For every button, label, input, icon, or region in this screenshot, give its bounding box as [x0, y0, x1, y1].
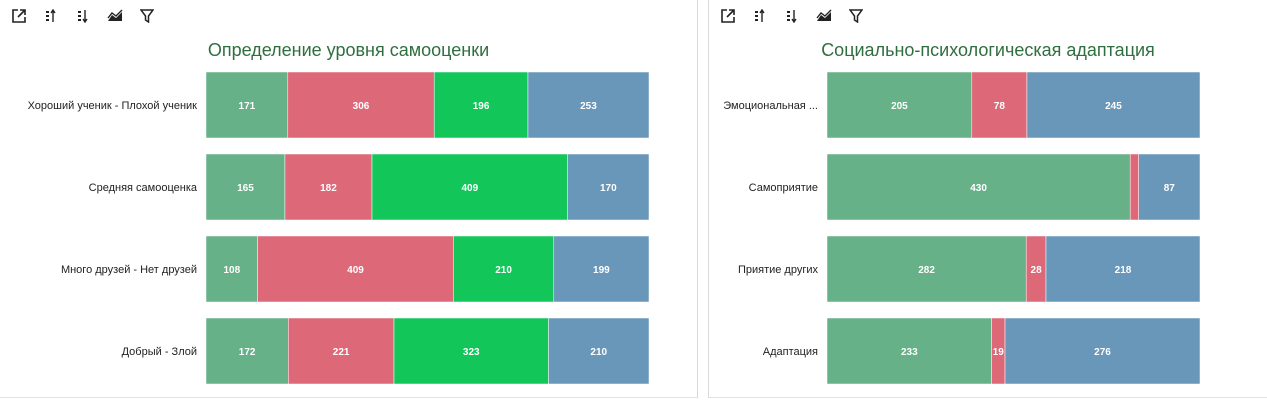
data-label: 218 — [1115, 265, 1132, 276]
bar-segment[interactable] — [826, 71, 973, 139]
data-label: 323 — [463, 347, 480, 358]
data-label: 87 — [1164, 183, 1176, 194]
sort-desc-icon[interactable] — [783, 7, 801, 25]
data-label: 276 — [1094, 347, 1111, 358]
data-label: 233 — [901, 347, 918, 358]
data-label: 409 — [461, 183, 478, 194]
chart-panel-adaptation: Социально-психологическая адаптация Эмоц… — [708, 0, 1267, 398]
data-label: 196 — [473, 101, 490, 112]
bar-segment[interactable] — [548, 317, 650, 385]
bar-segment[interactable] — [1045, 235, 1201, 303]
data-label: 430 — [970, 183, 987, 194]
bar-segment[interactable] — [205, 153, 286, 221]
chart-title: Социально-психологическая адаптация — [821, 40, 1155, 60]
divider — [0, 397, 697, 398]
data-label: 306 — [353, 101, 370, 112]
chart-toolbar — [719, 6, 865, 26]
data-label: 165 — [237, 183, 254, 194]
sort-asc-icon[interactable] — [751, 7, 769, 25]
bar-segment[interactable] — [287, 71, 435, 139]
data-label: 78 — [994, 101, 1006, 112]
data-label: 282 — [918, 265, 935, 276]
category-label: Добрый - Злой — [122, 346, 197, 358]
bar-segment[interactable] — [553, 235, 650, 303]
divider — [709, 397, 1267, 398]
chart-title: Определение уровня самооценки — [207, 40, 490, 60]
data-label: 253 — [580, 101, 597, 112]
data-label: 171 — [239, 101, 256, 112]
bar-segment[interactable] — [433, 71, 529, 139]
data-label: 210 — [495, 265, 512, 276]
chart-toolbar — [10, 6, 156, 26]
category-label: Самоприятие — [749, 182, 818, 194]
data-label: 205 — [891, 101, 908, 112]
sort-desc-icon[interactable] — [74, 7, 92, 25]
bar-segment[interactable] — [1026, 71, 1201, 139]
bar-segment[interactable] — [567, 153, 650, 221]
bar-segment[interactable] — [205, 71, 289, 139]
category-label: Эмоциональная ... — [723, 100, 818, 112]
data-label: 108 — [223, 265, 240, 276]
data-label: 245 — [1105, 101, 1122, 112]
area-chart-icon[interactable] — [815, 7, 833, 25]
bar-segment[interactable] — [393, 317, 549, 385]
data-label: 210 — [590, 347, 607, 358]
data-label: 221 — [333, 347, 350, 358]
bar-segment[interactable] — [371, 153, 568, 221]
bar-segment[interactable] — [284, 153, 373, 221]
data-label: 409 — [347, 265, 364, 276]
bar-segment[interactable] — [205, 235, 258, 303]
bar-segment[interactable] — [826, 317, 992, 385]
data-label: 19 — [993, 347, 1005, 358]
bar-segment[interactable] — [971, 71, 1028, 139]
filter-icon[interactable] — [847, 7, 865, 25]
bar-segment[interactable] — [826, 153, 1131, 221]
category-label: Средняя самооценка — [89, 182, 198, 194]
bar-segment[interactable] — [826, 235, 1027, 303]
filter-icon[interactable] — [138, 7, 156, 25]
bar-segment[interactable] — [288, 317, 395, 385]
data-label: 182 — [320, 183, 337, 194]
data-label: 199 — [593, 265, 610, 276]
category-label: Адаптация — [763, 346, 818, 358]
bar-segment[interactable] — [257, 235, 454, 303]
external-link-icon[interactable] — [10, 7, 28, 25]
category-label: Много друзей - Нет друзей — [61, 264, 197, 276]
area-chart-icon[interactable] — [106, 7, 124, 25]
bar-segment[interactable] — [1138, 153, 1201, 221]
stacked-bar-chart: Эмоциональная ... 205 78 245 Самоприятие 430 8… — [723, 71, 1201, 385]
data-label: 172 — [239, 347, 256, 358]
category-label: Хороший ученик - Плохой ученик — [28, 100, 198, 112]
bar-segment[interactable] — [205, 317, 289, 385]
stacked-bar-chart: Хороший ученик - Плохой ученик 171 306 196 2… — [28, 71, 650, 385]
bar-segment[interactable] — [1129, 153, 1139, 221]
sort-asc-icon[interactable] — [42, 7, 60, 25]
chart-panel-self-esteem: Определение уровня самооценки Хороший уч… — [0, 0, 698, 398]
data-label: 28 — [1031, 265, 1043, 276]
category-label: Приятие других — [738, 264, 819, 276]
data-label: 170 — [600, 183, 617, 194]
bar-segment[interactable] — [527, 71, 650, 139]
external-link-icon[interactable] — [719, 7, 737, 25]
bar-segment[interactable] — [1004, 317, 1201, 385]
